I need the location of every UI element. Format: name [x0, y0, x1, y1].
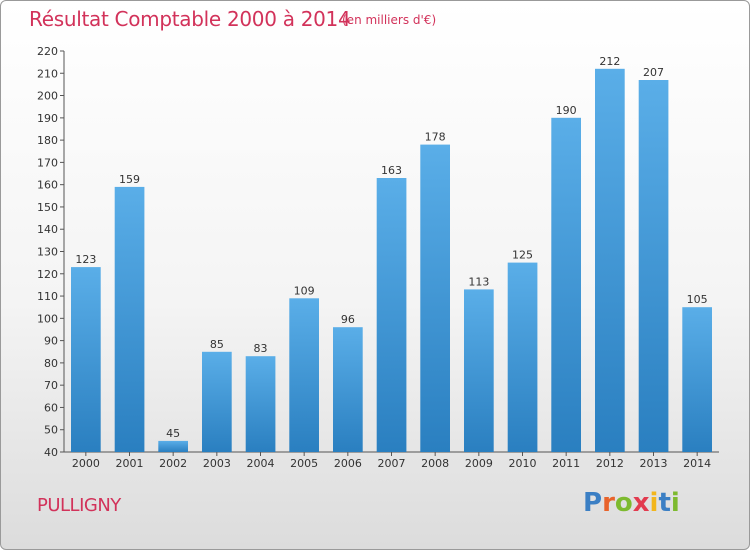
x-tick-label-2000: 2000 [72, 457, 100, 470]
y-tick-label: 50 [44, 424, 58, 437]
y-tick-label: 190 [37, 112, 58, 125]
value-label-2004: 83 [254, 342, 268, 355]
value-label-2013: 207 [643, 66, 664, 79]
bar-2001 [114, 186, 145, 452]
value-label-2010: 125 [512, 249, 533, 262]
x-tick-label-2003: 2003 [203, 457, 231, 470]
x-tick-label-2012: 2012 [596, 457, 624, 470]
x-tick-label-2011: 2011 [552, 457, 580, 470]
x-tick-label-2001: 2001 [116, 457, 144, 470]
bar-2008 [420, 144, 450, 452]
x-tick-label-2013: 2013 [640, 457, 668, 470]
value-label-2000: 123 [75, 253, 96, 266]
x-tick-label-2004: 2004 [247, 457, 275, 470]
value-label-2014: 105 [687, 293, 708, 306]
x-tick-label-2014: 2014 [683, 457, 711, 470]
bar-2010 [507, 262, 538, 452]
chart-title: Résultat Comptable 2000 à 2014 [29, 7, 351, 31]
y-tick-label: 90 [44, 335, 58, 348]
y-tick-label: 80 [44, 357, 58, 370]
y-tick-label: 70 [44, 379, 58, 392]
logo-letter: i [649, 488, 659, 518]
logo-letter: t [658, 488, 671, 518]
y-tick-label: 60 [44, 401, 58, 414]
y-tick-label: 210 [37, 67, 58, 80]
logo-letter: P [583, 488, 603, 518]
y-tick-label: 150 [37, 201, 58, 214]
bar-2000 [71, 267, 101, 452]
logo-letter: r [602, 488, 615, 518]
x-tick-label-2009: 2009 [465, 457, 493, 470]
x-tick-label-2010: 2010 [509, 457, 537, 470]
bar-2003 [202, 351, 232, 453]
y-tick-label: 180 [37, 134, 58, 147]
y-tick-label: 220 [37, 45, 58, 58]
logo-letter: x [632, 488, 650, 518]
y-tick-label: 120 [37, 268, 58, 281]
bar-2007 [376, 178, 407, 452]
value-label-2003: 85 [210, 338, 224, 351]
x-tick-label-2008: 2008 [421, 457, 449, 470]
chart-subtitle: (en milliers d'€) [342, 13, 437, 27]
bar-2013 [638, 80, 669, 452]
bar-2012 [595, 68, 625, 453]
value-label-2005: 109 [294, 284, 315, 297]
value-label-2002: 45 [166, 427, 180, 440]
x-tick-label-2005: 2005 [290, 457, 318, 470]
bars: 123 159 45 85 83 109 96 163 178 113 125 190 212 207 10… [71, 55, 712, 453]
bar-2009 [464, 289, 494, 452]
value-label-2012: 212 [599, 55, 620, 68]
x-tick-label-2006: 2006 [334, 457, 362, 470]
y-tick-label: 170 [37, 156, 58, 169]
proxiti-logo: Proxiti [583, 488, 680, 518]
bar-2004 [245, 356, 276, 452]
bar-2005 [289, 298, 319, 452]
value-label-2006: 96 [341, 313, 355, 326]
logo-letter: i [670, 488, 680, 518]
bar-2014 [682, 307, 712, 452]
axes: 40 50 60 70 80 90 100 110 120 130 140 150 160 170 180 1… [37, 45, 719, 470]
bar-2002 [158, 440, 188, 452]
bar-2006 [333, 327, 363, 452]
value-label-2001: 159 [119, 173, 140, 186]
value-label-2007: 163 [381, 164, 402, 177]
x-tick-label-2007: 2007 [378, 457, 406, 470]
value-label-2009: 113 [468, 275, 489, 288]
y-tick-label: 40 [44, 446, 58, 459]
y-tick-label: 200 [37, 90, 58, 103]
bar-2011 [551, 117, 581, 453]
y-tick-label: 160 [37, 179, 58, 192]
x-tick-label-2002: 2002 [159, 457, 187, 470]
y-tick-label: 140 [37, 223, 58, 236]
y-tick-label: 130 [37, 246, 58, 259]
logo-letter: o [614, 488, 633, 518]
y-tick-label: 110 [37, 290, 58, 303]
y-tick-label: 100 [37, 312, 58, 325]
town-name: PULLIGNY [37, 495, 121, 516]
value-label-2008: 178 [425, 131, 446, 144]
value-label-2011: 190 [556, 104, 577, 117]
